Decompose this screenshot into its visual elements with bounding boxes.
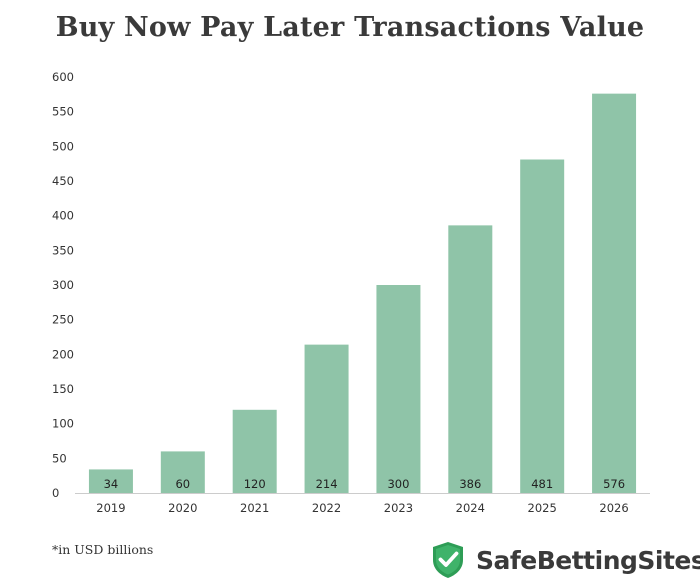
y-tick-label: 350	[52, 243, 74, 257]
y-axis: 0 50 100 150 200 250 300 350 400 450 500 550 600	[52, 70, 74, 500]
x-axis: 2019 2020 2021 2022 2023 2024 2025 2026	[96, 501, 628, 515]
y-tick-label: 0	[52, 486, 59, 500]
chart-title: Buy Now Pay Later Transactions Value	[55, 12, 645, 43]
y-tick-label: 550	[52, 105, 74, 119]
y-tick-label: 600	[52, 70, 74, 84]
bar	[592, 93, 637, 493]
x-tick-label: 2023	[384, 501, 413, 515]
bar	[232, 409, 277, 493]
y-tick-label: 300	[52, 278, 74, 292]
x-tick-label: 2019	[96, 501, 125, 515]
footnote: *in USD billions	[52, 542, 154, 557]
bar	[376, 285, 421, 493]
x-tick-label: 2022	[312, 501, 341, 515]
x-tick-label: 2026	[599, 501, 628, 515]
data-label: 300	[387, 477, 409, 491]
data-label: 576	[603, 477, 625, 491]
bar	[304, 344, 349, 493]
y-tick-label: 50	[52, 451, 67, 465]
y-tick-label: 150	[52, 382, 74, 396]
data-label: 120	[244, 477, 266, 491]
data-label: 386	[459, 477, 481, 491]
y-tick-label: 450	[52, 174, 74, 188]
x-tick-label: 2021	[240, 501, 269, 515]
data-label: 214	[316, 477, 338, 491]
x-tick-label: 2025	[528, 501, 557, 515]
data-label: 60	[175, 477, 190, 491]
bar	[160, 451, 205, 493]
y-tick-label: 500	[52, 139, 74, 153]
shield-check-icon	[433, 542, 463, 578]
bar	[520, 159, 565, 494]
bar	[88, 469, 133, 493]
y-tick-label: 100	[52, 417, 74, 431]
y-tick-label: 250	[52, 313, 74, 327]
data-label: 481	[531, 477, 553, 491]
brand-logo: SafeBettingSites	[430, 540, 700, 580]
y-tick-label: 400	[52, 209, 74, 223]
data-label: 34	[104, 477, 119, 491]
brand-name: SafeBettingSites	[476, 545, 700, 575]
x-tick-label: 2024	[456, 501, 485, 515]
bars: 34 60 120 214 300 386 481 576	[88, 93, 637, 494]
bar	[448, 225, 493, 493]
x-tick-label: 2020	[168, 501, 197, 515]
y-tick-label: 200	[52, 347, 74, 361]
